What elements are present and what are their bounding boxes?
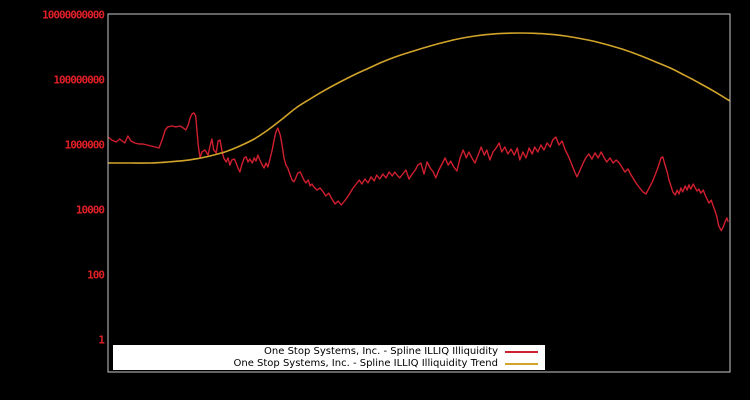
legend-entry: One Stop Systems, Inc. - Spline ILLIQ Il…: [233, 358, 538, 369]
legend-swatch-illiquidity: [505, 350, 538, 353]
illiquidity-trend-series: [108, 32, 730, 164]
y-axis-tick-label: 1: [98, 333, 105, 347]
legend-entry: One Stop Systems, Inc. - Spline ILLIQ Il…: [264, 346, 538, 357]
legend-swatch-trend: [505, 362, 538, 365]
y-axis-tick-label: 100: [87, 268, 105, 282]
legend: One Stop Systems, Inc. - Spline ILLIQ Il…: [113, 345, 545, 370]
y-axis-tick-label: 100000000: [53, 73, 105, 87]
illiquidity-line-series: [108, 112, 729, 232]
legend-entry-label: One Stop Systems, Inc. - Spline ILLIQ Il…: [233, 358, 498, 369]
legend-entry-label: One Stop Systems, Inc. - Spline ILLIQ Il…: [264, 346, 498, 357]
y-axis-tick-label: 1000000: [64, 138, 105, 152]
y-axis-tick-label: 10000: [75, 203, 105, 217]
plot-border: [107, 13, 731, 373]
y-axis-tick-label: 10000000000: [42, 8, 105, 22]
